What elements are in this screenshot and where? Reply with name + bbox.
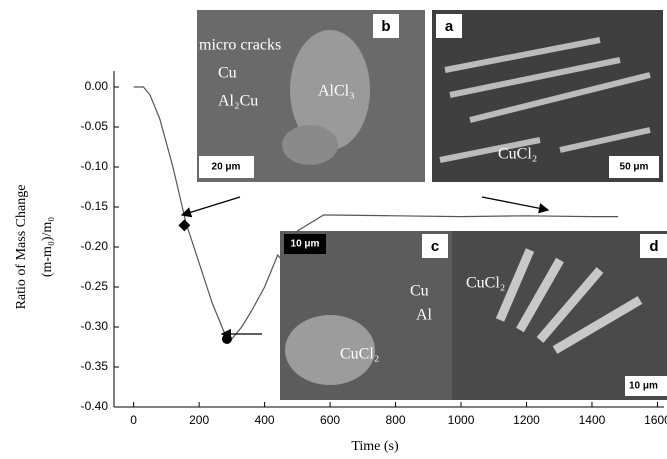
marker xyxy=(222,334,232,344)
x-tick-label: 800 xyxy=(386,413,406,427)
annotation: CuCl₂ xyxy=(340,346,379,363)
x-tick-label: 1000 xyxy=(448,413,475,427)
annotation: Cu xyxy=(218,65,237,82)
panel-tag: c xyxy=(431,238,439,255)
x-tick-label: 1400 xyxy=(579,413,606,427)
x-tick-label: 1600 xyxy=(644,413,667,427)
annotation: AlCl₃ xyxy=(318,83,355,100)
annotation: micro cracks xyxy=(199,37,281,54)
x-tick-label: 200 xyxy=(189,413,209,427)
y-tick-label: -0.35 xyxy=(81,359,109,373)
y-tick-label: -0.40 xyxy=(81,399,109,413)
annotation: CuCl₂ xyxy=(498,146,537,163)
annotation: Al xyxy=(416,307,433,324)
inset-d: d CuCl₂ 10 μm xyxy=(452,231,667,400)
y-tick-label: -0.25 xyxy=(81,279,109,293)
chart: Time (s) Ratio of Mass Change (m-m₀)/m₀ … xyxy=(0,0,667,459)
arrow xyxy=(482,197,548,210)
y-tick-label: -0.30 xyxy=(81,319,109,333)
panel-tag: b xyxy=(381,18,390,35)
y-tick-label: -0.10 xyxy=(81,159,109,173)
inset-a: a CuCl₂ 50 μm xyxy=(432,10,663,182)
x-tick-label: 1200 xyxy=(513,413,540,427)
y-tick-label: -0.15 xyxy=(81,199,109,213)
annotation: Cu xyxy=(410,283,429,300)
sem-feature xyxy=(282,125,338,165)
scale-bar-label: 50 μm xyxy=(620,162,649,173)
y-tick-label: -0.20 xyxy=(81,239,109,253)
arrow xyxy=(182,197,240,215)
x-axis-label: Time (s) xyxy=(351,439,399,454)
inset-b: b micro cracks Cu Al₂Cu AlCl₃ 20 μm xyxy=(197,10,425,182)
annotation: Al₂Cu xyxy=(218,93,258,110)
y-tick-label: -0.05 xyxy=(81,119,109,133)
y-axis-label: Ratio of Mass Change xyxy=(14,185,29,310)
x-tick-label: 400 xyxy=(255,413,275,427)
x-tick-label: 0 xyxy=(130,413,137,427)
y-axis-label: (m-m₀)/m₀ xyxy=(40,217,55,277)
scale-bar-label: 10 μm xyxy=(629,381,658,392)
inset-c: 10 μm c Cu Al CuCl₂ xyxy=(280,231,452,400)
y-tick-label: 0.00 xyxy=(85,79,109,93)
scale-bar-label: 20 μm xyxy=(212,162,241,173)
scale-bar-label: 10 μm xyxy=(291,239,320,250)
x-tick-label: 600 xyxy=(320,413,340,427)
annotation: CuCl₂ xyxy=(466,275,505,292)
panel-tag: a xyxy=(445,18,454,35)
panel-tag: d xyxy=(649,238,658,255)
